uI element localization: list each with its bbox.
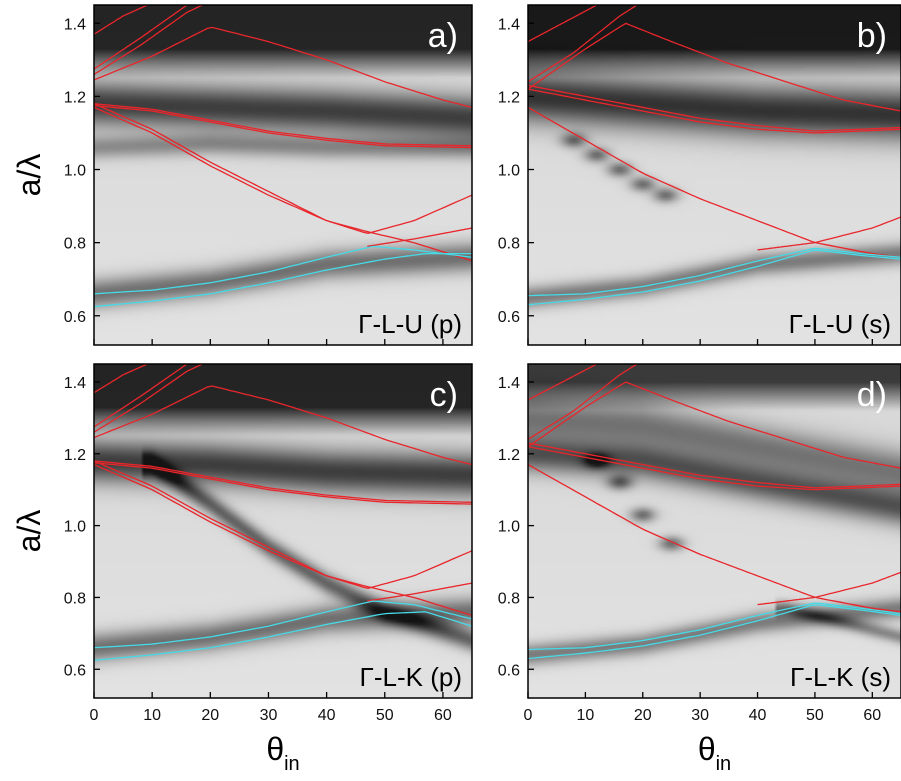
band-line-7 xyxy=(94,464,472,617)
band-line-2 xyxy=(94,364,190,428)
band-line-5 xyxy=(528,464,901,613)
panel-letter: b) xyxy=(857,17,887,55)
y-tick-label: 1.2 xyxy=(64,447,86,464)
panel-1: 0.6 0.8 1.0 1.2 1.4 b) Γ-L-U (s) xyxy=(498,4,901,346)
band-line-6 xyxy=(94,460,472,589)
band-line-5 xyxy=(94,103,472,147)
panel-tag: Γ-L-K (p) xyxy=(360,662,462,692)
band-line-2 xyxy=(94,5,190,70)
band-line-1 xyxy=(528,364,639,440)
plot-frame xyxy=(93,4,473,346)
band-line-5 xyxy=(528,106,901,258)
band-line-2 xyxy=(528,364,599,401)
band-line-8 xyxy=(367,227,472,247)
transmission-map xyxy=(94,5,472,345)
plot-frame xyxy=(527,4,901,346)
band-line-7 xyxy=(94,106,472,262)
x-tick-label: 60 xyxy=(434,707,452,724)
x-axis-title: θin xyxy=(698,731,731,775)
y-tick-label: 1.4 xyxy=(64,375,86,392)
diffraction-line-7 xyxy=(528,247,901,297)
y-axis-title: a/λ xyxy=(11,154,47,197)
band-line-0 xyxy=(94,385,472,466)
panel-letter: d) xyxy=(857,376,887,414)
x-tick-label: 0 xyxy=(90,707,99,724)
y-tick-label: 0.6 xyxy=(64,309,86,326)
y-tick-label: 1.0 xyxy=(64,519,86,536)
y-tick-label: 1.4 xyxy=(498,16,520,33)
band-line-1 xyxy=(94,5,205,76)
panel-2: 0.6 0.8 1.0 1.2 1.4 0 10 20 30 40 50 60 c) Γ-L-K (p) a… xyxy=(11,363,473,775)
panel-3: 0.6 0.8 1.0 1.2 1.4 0 10 20 30 40 50 60 d) Γ-L-K (s) θ… xyxy=(498,363,901,775)
y-tick-label: 0.6 xyxy=(498,662,520,679)
band-line-4 xyxy=(528,442,901,489)
y-tick-label: 1.4 xyxy=(64,16,86,33)
band-line-3 xyxy=(94,364,150,394)
band-line-0 xyxy=(94,26,472,109)
panel-0: 0.6 0.8 1.0 1.2 1.4 a) Γ-L-U (p) a/λ xyxy=(11,4,473,346)
x-tick-label: 50 xyxy=(806,707,824,724)
band-line-4 xyxy=(528,84,901,132)
band-line-4 xyxy=(94,104,472,149)
x-tick-label: 50 xyxy=(376,707,394,724)
panel-tag: Γ-L-U (s) xyxy=(789,309,891,339)
diffraction-line-9 xyxy=(94,245,472,295)
diffraction-line-9 xyxy=(94,600,472,649)
y-tick-label: 0.6 xyxy=(498,309,520,326)
band-line-3 xyxy=(528,445,901,491)
band-line-4 xyxy=(94,462,472,505)
x-tick-label: 10 xyxy=(576,707,594,724)
x-tick-label: 10 xyxy=(143,707,161,724)
band-line-3 xyxy=(528,88,901,134)
y-tick-label: 1.2 xyxy=(498,447,520,464)
x-tick-label: 30 xyxy=(691,707,709,724)
band-line-3 xyxy=(94,5,150,35)
diffraction-line-10 xyxy=(94,611,472,661)
y-tick-label: 1.0 xyxy=(64,163,86,180)
transmission-map xyxy=(528,5,901,345)
diffraction-line-8 xyxy=(528,249,901,306)
band-line-8 xyxy=(367,582,472,602)
band-line-6 xyxy=(757,571,901,606)
y-tick-label: 1.0 xyxy=(498,519,520,536)
transmission-map xyxy=(528,364,901,698)
x-tick-label: 40 xyxy=(318,707,336,724)
panel-tag: Γ-L-K (s) xyxy=(790,662,891,692)
band-line-0 xyxy=(528,381,901,469)
band-line-2 xyxy=(528,5,599,43)
y-tick-label: 0.6 xyxy=(64,662,86,679)
band-line-6 xyxy=(757,216,901,251)
band-line-1 xyxy=(94,364,205,433)
y-tick-label: 1.2 xyxy=(498,89,520,106)
band-line-6 xyxy=(94,103,472,234)
diffraction-line-8 xyxy=(528,604,901,660)
y-tick-label: 0.8 xyxy=(64,590,86,607)
x-tick-label: 40 xyxy=(749,707,767,724)
y-axis-title: a/λ xyxy=(11,510,47,553)
diffraction-line-10 xyxy=(94,252,472,308)
y-tick-label: 0.8 xyxy=(498,590,520,607)
x-axis-title: θin xyxy=(266,731,299,775)
plot-frame xyxy=(93,363,473,699)
band-line-1 xyxy=(528,5,639,83)
panel-letter: a) xyxy=(428,17,458,55)
plot-frame xyxy=(527,363,901,699)
transmission-map xyxy=(94,364,472,698)
diffraction-line-7 xyxy=(528,602,901,651)
y-tick-label: 1.4 xyxy=(498,375,520,392)
y-tick-label: 1.2 xyxy=(64,89,86,106)
panel-tag: Γ-L-U (p) xyxy=(358,309,462,339)
y-tick-label: 0.8 xyxy=(64,236,86,253)
y-tick-label: 0.8 xyxy=(498,236,520,253)
x-tick-label: 60 xyxy=(863,707,881,724)
x-tick-label: 20 xyxy=(634,707,652,724)
panel-letter: c) xyxy=(430,376,458,414)
x-tick-label: 0 xyxy=(524,707,533,724)
x-tick-label: 20 xyxy=(201,707,219,724)
y-tick-label: 1.0 xyxy=(498,163,520,180)
band-line-0 xyxy=(528,22,901,112)
band-line-5 xyxy=(94,460,472,503)
x-tick-label: 30 xyxy=(260,707,278,724)
